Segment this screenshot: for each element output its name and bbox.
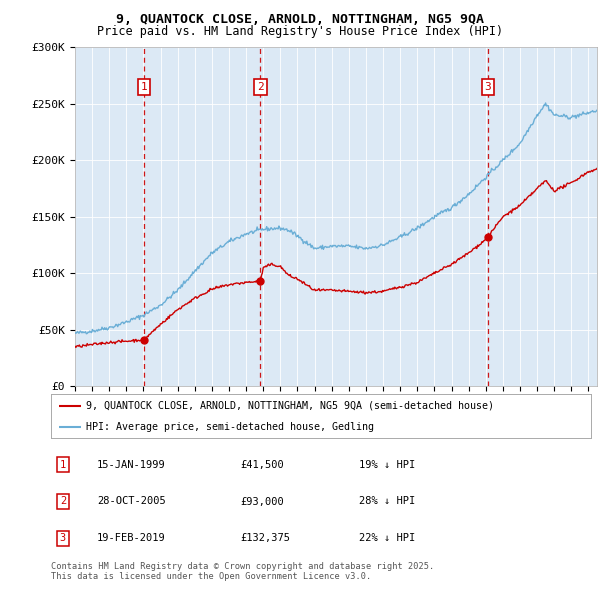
Text: 1: 1 <box>141 82 148 92</box>
Text: 28% ↓ HPI: 28% ↓ HPI <box>359 497 415 506</box>
Text: 9, QUANTOCK CLOSE, ARNOLD, NOTTINGHAM, NG5 9QA (semi-detached house): 9, QUANTOCK CLOSE, ARNOLD, NOTTINGHAM, N… <box>86 401 494 411</box>
Text: 15-JAN-1999: 15-JAN-1999 <box>97 460 166 470</box>
Text: £41,500: £41,500 <box>240 460 284 470</box>
Text: 3: 3 <box>60 533 66 543</box>
Text: 2: 2 <box>257 82 264 92</box>
Text: 28-OCT-2005: 28-OCT-2005 <box>97 497 166 506</box>
Text: £132,375: £132,375 <box>240 533 290 543</box>
Text: 19% ↓ HPI: 19% ↓ HPI <box>359 460 415 470</box>
Text: 9, QUANTOCK CLOSE, ARNOLD, NOTTINGHAM, NG5 9QA: 9, QUANTOCK CLOSE, ARNOLD, NOTTINGHAM, N… <box>116 13 484 26</box>
Text: 3: 3 <box>485 82 491 92</box>
Text: HPI: Average price, semi-detached house, Gedling: HPI: Average price, semi-detached house,… <box>86 422 374 432</box>
Text: Contains HM Land Registry data © Crown copyright and database right 2025.
This d: Contains HM Land Registry data © Crown c… <box>51 562 434 581</box>
Text: Price paid vs. HM Land Registry's House Price Index (HPI): Price paid vs. HM Land Registry's House … <box>97 25 503 38</box>
Text: 2: 2 <box>60 497 66 506</box>
Text: 22% ↓ HPI: 22% ↓ HPI <box>359 533 415 543</box>
Text: 1: 1 <box>60 460 66 470</box>
Text: 19-FEB-2019: 19-FEB-2019 <box>97 533 166 543</box>
Text: £93,000: £93,000 <box>240 497 284 506</box>
